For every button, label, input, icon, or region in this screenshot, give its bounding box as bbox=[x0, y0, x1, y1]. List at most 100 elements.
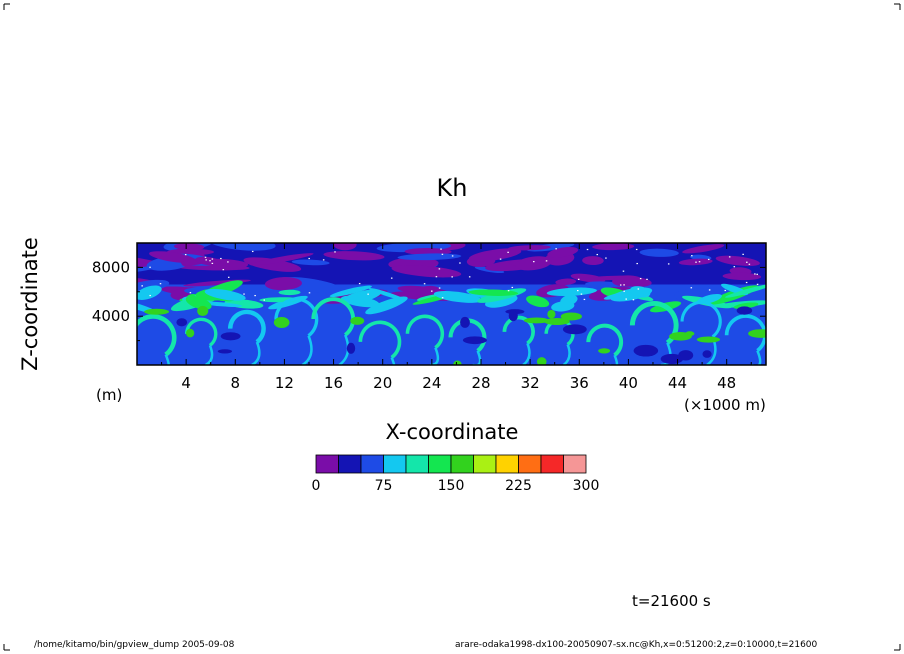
y-axis-unit: (m) bbox=[96, 386, 123, 404]
field-speckle bbox=[756, 283, 759, 285]
field-eddy-tail bbox=[472, 350, 482, 365]
field-eddy bbox=[185, 317, 218, 347]
field-speckle bbox=[690, 287, 693, 289]
field-speckle bbox=[251, 250, 254, 253]
field-speckle bbox=[623, 284, 625, 286]
heatmap-field bbox=[137, 243, 766, 365]
field-speckle bbox=[632, 299, 635, 301]
field-speckle bbox=[184, 254, 187, 256]
field-eddy-tail bbox=[609, 354, 619, 365]
field-patch bbox=[217, 349, 233, 354]
colorbar-swatch bbox=[360, 454, 384, 474]
field-patch bbox=[250, 253, 314, 266]
x-axis-label: X-coordinate bbox=[0, 420, 904, 444]
field-speckle bbox=[149, 294, 151, 297]
field-speckle bbox=[334, 251, 336, 253]
colorbar-swatch bbox=[518, 454, 542, 474]
field-patch bbox=[555, 278, 577, 286]
field-patch bbox=[508, 310, 518, 322]
field-patch bbox=[264, 277, 302, 291]
field-patch bbox=[323, 251, 385, 261]
field-speckle bbox=[220, 257, 222, 260]
field-speckle bbox=[211, 262, 214, 265]
field-patch bbox=[333, 243, 357, 251]
field-speckle bbox=[499, 258, 502, 260]
field-eddy bbox=[227, 309, 266, 344]
field-speckle bbox=[222, 269, 225, 271]
field-speckle bbox=[367, 293, 369, 295]
colorbar-swatch bbox=[383, 454, 407, 474]
colorbar-swatch bbox=[540, 454, 564, 474]
field-speckle bbox=[695, 261, 697, 263]
field-speckle bbox=[646, 278, 648, 280]
field-speckle bbox=[754, 273, 756, 275]
field-speckle bbox=[580, 293, 583, 295]
field-patch bbox=[195, 256, 221, 266]
field-eddy bbox=[274, 297, 319, 338]
field-patch bbox=[197, 305, 209, 317]
field-patch bbox=[629, 286, 651, 298]
field-patch bbox=[536, 357, 547, 365]
y-tick-label: 4000 bbox=[92, 307, 130, 325]
field-patch bbox=[660, 353, 684, 364]
x-tick-label: 40 bbox=[619, 374, 638, 392]
field-patch bbox=[291, 259, 330, 266]
colorbar-swatch bbox=[428, 454, 452, 474]
field-speckle bbox=[724, 289, 727, 292]
field-speckle bbox=[441, 253, 444, 255]
colorbar-tick-label: 225 bbox=[505, 478, 532, 494]
field-speckle bbox=[189, 292, 192, 294]
field-patch bbox=[173, 243, 205, 251]
field-patch bbox=[523, 317, 550, 324]
field-patch bbox=[508, 245, 551, 251]
field-patch bbox=[560, 312, 582, 321]
field-speckle bbox=[748, 263, 751, 265]
field-eddy-tail bbox=[385, 357, 396, 365]
field-patch bbox=[391, 265, 462, 278]
field-patch bbox=[562, 324, 587, 335]
colorbar-swatch bbox=[450, 454, 474, 474]
field-patch bbox=[144, 308, 170, 315]
field-speckle bbox=[441, 297, 444, 299]
field-speckle bbox=[707, 258, 710, 261]
field-patch bbox=[736, 306, 753, 315]
field-speckle bbox=[555, 248, 557, 250]
field-eddy bbox=[358, 320, 402, 359]
field-patch bbox=[453, 360, 462, 365]
field-speckle bbox=[308, 257, 310, 260]
field-speckle bbox=[691, 255, 693, 257]
colorbar-swatch bbox=[495, 454, 519, 474]
field-speckle bbox=[435, 276, 438, 278]
x-tick-label: 8 bbox=[231, 374, 241, 392]
x-axis-unit: (×1000 m) bbox=[684, 396, 766, 414]
x-tick-label: 48 bbox=[717, 374, 736, 392]
field-speckle bbox=[639, 277, 642, 280]
field-patch bbox=[725, 284, 766, 298]
field-speckle bbox=[205, 259, 207, 261]
field-speckle bbox=[635, 248, 638, 251]
field-patch bbox=[702, 350, 712, 358]
field-speckle bbox=[204, 256, 207, 258]
colorbar: 0 75 150 225 300 bbox=[312, 454, 599, 494]
field-speckle bbox=[545, 260, 548, 262]
field-speckle bbox=[708, 289, 711, 291]
field-speckle bbox=[507, 251, 509, 253]
x-tick-label: 36 bbox=[570, 374, 589, 392]
field-speckle bbox=[358, 282, 361, 285]
colorbar-swatch bbox=[315, 454, 339, 474]
field-speckle bbox=[507, 290, 510, 292]
field-patch bbox=[397, 253, 462, 261]
field-patch bbox=[204, 288, 246, 301]
field-patch bbox=[433, 290, 482, 303]
field-patch bbox=[243, 257, 302, 272]
field-speckle bbox=[583, 298, 586, 301]
field-patch bbox=[639, 248, 679, 257]
field-patch bbox=[544, 318, 570, 325]
field-patch bbox=[715, 255, 760, 267]
field-patch bbox=[633, 344, 659, 357]
field-speckle bbox=[438, 268, 441, 270]
x-tick-label: 44 bbox=[668, 374, 687, 392]
field-eddy-tail bbox=[251, 341, 261, 365]
colorbar-tick-label: 0 bbox=[312, 478, 321, 494]
